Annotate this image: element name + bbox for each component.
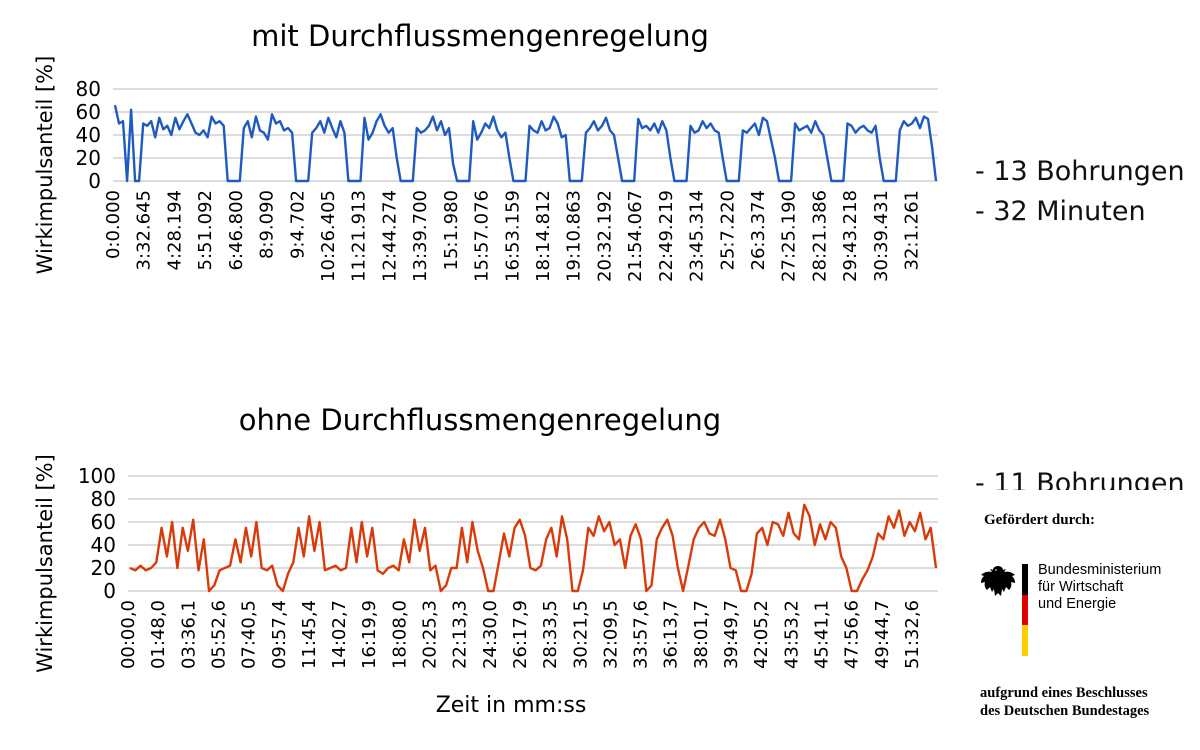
y-tick-label: 80 [91,487,116,511]
x-tick-label: 27:25.190 [779,190,800,282]
x-tick-label: 20:25,3 [420,600,441,669]
funding-label: Gefördert durch: [984,512,1095,528]
y-axis-label: Wirkimpulsanteil [%] [33,56,57,275]
x-tick-label: 30:21,5 [570,600,591,669]
x-tick-label: 18:08,0 [389,600,410,669]
x-tick-label: 5:51.092 [195,190,216,271]
series-line [113,104,938,183]
ministry-line: für Wirtschaft [1038,579,1124,595]
chart-2: ohne Durchflussmengenregelung 02040608010… [33,403,938,718]
x-tick-label: 22:13,3 [450,600,471,669]
ministry-line: und Energie [1038,596,1117,612]
x-tick-label: 28:33,5 [540,600,561,669]
x-tick-label: 28:21.386 [809,190,830,282]
x-tick-label: 18:14.812 [533,190,554,282]
x-tick-label: 16:53.159 [502,190,523,282]
x-tick-label: 49:44,7 [872,600,893,669]
ministry-line: Bundesministerium [1038,562,1162,578]
x-tick-label: 21:54.067 [625,190,646,282]
x-tick-label: 4:28.194 [164,190,185,270]
x-tick-label: 03:36,1 [178,600,199,669]
y-axis-label: Wirkimpulsanteil [%] [33,454,57,673]
bundestag-line: aufgrund eines Beschlusses [980,685,1148,701]
y-tick-label: 60 [76,100,101,124]
x-tick-label: 15:57.076 [472,190,493,282]
x-tick-label: 30:39.431 [871,190,892,282]
x-tick-label: 26:17,9 [510,600,531,669]
y-tick-label: 0 [88,169,101,193]
x-axis-label: Zeit in mm:ss [436,693,587,718]
flag-black [1022,564,1028,595]
x-tick-label: 6:46.800 [226,190,247,271]
x-tick-label: 3:32.645 [134,190,155,271]
x-tick-label: 38:01,7 [691,600,712,669]
federal-eagle-icon [981,566,1015,596]
drillings-note-1: - 13 Bohrungen [975,156,1185,187]
x-tick-label: 10:26.405 [318,190,339,282]
x-tick-label: 13:39.700 [410,190,431,282]
y-tick-label: 60 [91,510,116,534]
x-tick-label: 45:41,1 [811,600,832,669]
x-tick-label: 0:0.000 [103,190,124,259]
x-tick-label: 8:9.090 [257,190,278,259]
x-tick-label: 11:21.913 [349,190,370,282]
x-tick-label: 12:44.274 [379,190,400,282]
drillings-note-2: - 11 Bohrungen [975,468,1185,490]
x-tick-label: 19:10.863 [564,190,585,282]
german-flag-bar [1022,564,1028,656]
flag-red [1022,594,1028,626]
x-tick-label: 24:30,0 [480,600,501,669]
x-tick-label: 47:56,6 [842,600,863,669]
x-tick-label: 26:3.374 [748,190,769,271]
chart-title: mit Durchflussmengenregelung [251,19,709,53]
y-tick-label: 40 [76,123,101,147]
x-tick-label: 01:48,0 [148,600,169,669]
x-tick-label: 20:32.192 [594,190,615,282]
x-tick-label: 51:32,6 [902,600,923,669]
series-line [129,503,938,593]
x-tick-label: 42:05,2 [751,600,772,669]
y-tick-label: 0 [103,579,116,603]
x-tick-label: 11:45,4 [299,600,320,669]
y-tick-label: 100 [78,464,116,488]
x-tick-label: 25:7.220 [717,190,738,271]
x-tick-label: 36:13,7 [661,600,682,669]
flag-gold [1022,625,1028,656]
funding-logo: Gefördert durch: Bundesministerium für W… [978,512,1193,732]
x-tick-label: 39:49,7 [721,600,742,669]
x-tick-label: 05:52,6 [208,600,229,669]
ministry-name: Bundesministerium für Wirtschaft und Ene… [1038,562,1161,613]
x-tick-label: 29:43.218 [840,190,861,282]
y-tick-label: 80 [76,77,101,101]
x-tick-label: 07:40,5 [239,600,260,669]
bundestag-resolution: aufgrund eines Beschlusses des Deutschen… [980,684,1149,720]
y-tick-label: 40 [91,533,116,557]
y-tick-label: 20 [91,556,116,580]
chart-title: ohne Durchflussmengenregelung [239,403,721,437]
bundestag-line: des Deutschen Bundestages [980,703,1150,719]
x-tick-label: 43:53,2 [781,600,802,669]
x-tick-label: 32:09,5 [600,600,621,669]
x-tick-label: 23:45.314 [687,190,708,282]
x-tick-label: 33:57,6 [631,600,652,669]
x-tick-label: 9:4.702 [287,190,308,259]
x-tick-label: 14:02,7 [329,600,350,669]
y-tick-label: 20 [76,146,101,170]
duration-note-1: - 32 Minuten [975,196,1146,227]
x-tick-label: 00:00,0 [118,600,139,669]
x-tick-label: 16:19,9 [359,600,380,669]
x-tick-label: 15:1.980 [441,190,462,271]
x-tick-label: 09:57,4 [269,600,290,669]
x-tick-label: 32:1.261 [902,190,923,271]
x-tick-label: 22:49.219 [656,190,677,282]
